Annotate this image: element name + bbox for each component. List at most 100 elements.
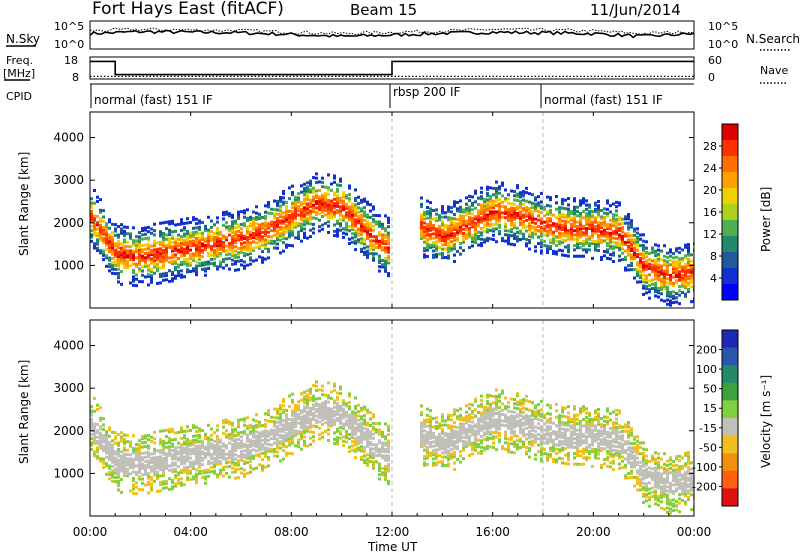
velocity-echo-cell — [294, 416, 297, 420]
power-echo-cell — [540, 234, 543, 238]
power-echo-cell — [204, 243, 207, 247]
velocity-echo-cell — [300, 424, 303, 428]
velocity-echo-cell — [126, 457, 129, 461]
velocity-echo-cell — [366, 408, 369, 412]
velocity-echo-cell — [90, 437, 93, 441]
power-echo-cell — [624, 240, 627, 244]
power-echo-cell — [246, 263, 249, 267]
power-echo-cell — [540, 191, 543, 195]
power-echo-cell — [441, 254, 444, 258]
power-echo-cell — [435, 255, 438, 259]
velocity-echo-cell — [243, 462, 246, 466]
velocity-echo-cell — [117, 443, 120, 447]
velocity-echo-cell — [99, 442, 102, 446]
power-echo-cell — [684, 254, 687, 258]
velocity-echo-cell — [177, 441, 180, 445]
power-echo-cell — [387, 216, 390, 220]
power-echo-cell — [123, 255, 126, 259]
velocity-echo-cell — [462, 429, 465, 433]
velocity-echo-cell — [267, 432, 270, 436]
power-echo-cell — [372, 256, 375, 260]
velocity-echo-cell — [486, 402, 489, 406]
velocity-echo-cell — [159, 480, 162, 484]
power-echo-cell — [426, 246, 429, 250]
velocity-echo-cell — [336, 410, 339, 414]
power-echo-cell — [213, 248, 216, 252]
power-echo-cell — [627, 244, 630, 248]
power-echo-cell — [567, 197, 570, 201]
power-echo-cell — [372, 220, 375, 224]
power-echo-cell — [150, 248, 153, 252]
velocity-echo-cell — [198, 433, 201, 437]
velocity-echo-cell — [102, 417, 105, 421]
power-echo-cell — [171, 236, 174, 240]
velocity-echo-cell — [453, 450, 456, 454]
velocity-echo-cell — [120, 450, 123, 454]
velocity-echo-cell — [156, 466, 159, 470]
power-echo-cell — [609, 233, 612, 237]
velocity-echo-cell — [117, 450, 120, 454]
power-echo-cell — [561, 200, 564, 204]
power-echo-cell — [288, 235, 291, 239]
velocity-echo-cell — [270, 447, 273, 451]
power-echo-cell — [609, 246, 612, 250]
power-echo-cell — [123, 249, 126, 253]
power-echo-cell — [231, 258, 234, 262]
velocity-echo-cell — [498, 425, 501, 429]
power-echo-cell — [270, 207, 273, 211]
velocity-echo-cell — [267, 413, 270, 417]
velocity-echo-cell — [117, 433, 120, 437]
power-echo-cell — [345, 221, 348, 225]
velocity-echo-cell — [357, 448, 360, 452]
velocity-echo-cell — [303, 401, 306, 405]
power-echo-cell — [300, 211, 303, 215]
velocity-echo-cell — [429, 426, 432, 430]
power-echo-cell — [645, 265, 648, 269]
power-echo-cell — [102, 215, 105, 219]
power-ylabel: Slant Range [km] — [17, 152, 31, 256]
velocity-echo-cell — [90, 428, 93, 432]
velocity-echo-cell — [438, 460, 441, 464]
velocity-echo-cell — [153, 456, 156, 460]
velocity-echo-cell — [486, 436, 489, 440]
power-echo-cell — [600, 240, 603, 244]
velocity-echo-cell — [342, 403, 345, 407]
power-echo-cell — [162, 248, 165, 252]
velocity-echo-cell — [267, 430, 270, 434]
power-echo-cell — [366, 251, 369, 255]
power-echo-cell — [117, 233, 120, 237]
power-echo-cell — [519, 212, 522, 216]
power-echo-cell — [675, 270, 678, 274]
velocity-echo-cell — [483, 416, 486, 420]
velocity-echo-cell — [495, 424, 498, 428]
power-echo-cell — [546, 195, 549, 199]
power-echo-cell — [174, 259, 177, 263]
power-echo-cell — [615, 205, 618, 209]
power-echo-cell — [444, 243, 447, 247]
power-echo-cell — [492, 238, 495, 242]
power-echo-cell — [624, 257, 627, 261]
power-echo-cell — [171, 234, 174, 238]
velocity-echo-cell — [309, 421, 312, 425]
power-echo-cell — [453, 217, 456, 221]
power-echo-cell — [555, 194, 558, 198]
velocity-echo-cell — [453, 442, 456, 446]
power-echo-cell — [573, 222, 576, 226]
power-echo-cell — [96, 240, 99, 244]
power-echo-cell — [153, 233, 156, 237]
velocity-echo-cell — [474, 444, 477, 448]
power-echo-cell — [183, 275, 186, 279]
power-echo-cell — [285, 200, 288, 204]
power-echo-cell — [474, 228, 477, 232]
power-echo-cell — [471, 218, 474, 222]
cpid-segment-0: normal (fast) 151 IF — [94, 93, 213, 107]
power-echo-cell — [249, 241, 252, 245]
power-echo-cell — [429, 216, 432, 220]
power-echo-cell — [189, 252, 192, 256]
velocity-echo-cell — [168, 436, 171, 440]
velocity-echo-cell — [465, 417, 468, 421]
power-echo-cell — [360, 247, 363, 251]
velocity-echo-cell — [342, 416, 345, 420]
power-echo-cell — [261, 230, 264, 234]
power-echo-cell — [441, 228, 444, 232]
